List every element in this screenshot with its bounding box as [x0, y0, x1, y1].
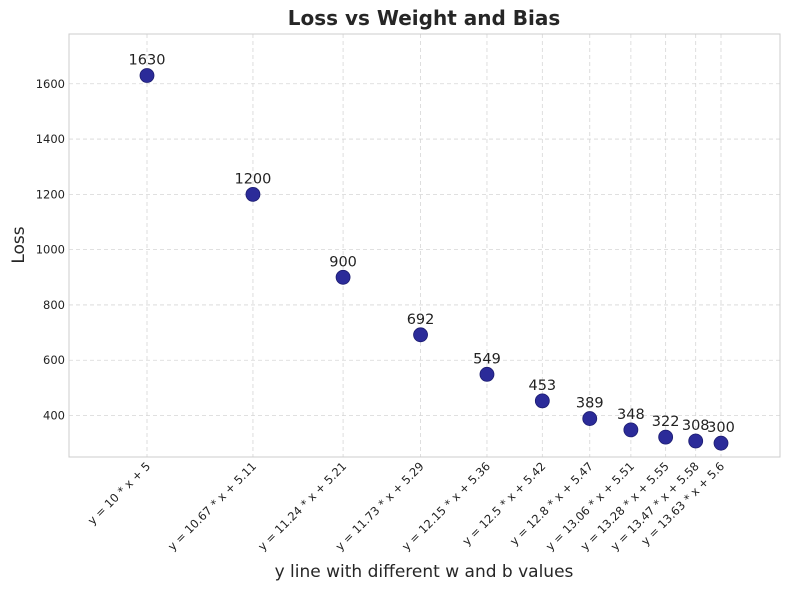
y-axis-ticks: 400 600 800 1000 1200 1400 1600 [36, 77, 65, 423]
data-point [623, 422, 639, 438]
data-label: 1630 [129, 52, 166, 68]
data-point [713, 435, 729, 451]
data-point [534, 393, 550, 409]
data-point [335, 269, 351, 285]
y-tick-label: 600 [43, 353, 65, 367]
data-point [139, 68, 155, 83]
y-tick-label: 800 [43, 298, 65, 312]
x-tick-label: y = 10.67 * x + 5.11 [165, 459, 259, 553]
plot-frame [68, 33, 781, 458]
data-label: 308 [682, 418, 710, 434]
data-label: 300 [707, 420, 735, 436]
x-axis-title: y line with different w and b values [275, 562, 574, 582]
data-point [245, 186, 261, 202]
grid [69, 34, 780, 457]
data-label: 389 [576, 396, 604, 412]
data-label: 900 [329, 254, 357, 270]
y-tick-label: 1200 [36, 187, 65, 201]
data-label: 348 [617, 407, 645, 423]
y-tick-label: 400 [43, 409, 65, 423]
y-tick-label: 1600 [36, 77, 65, 91]
data-point [658, 429, 674, 445]
data-point [479, 366, 495, 382]
data-label: 453 [528, 378, 556, 394]
y-tick-label: 1000 [36, 243, 65, 257]
data-label: 1200 [234, 171, 271, 187]
y-axis-title: Loss [9, 226, 29, 263]
x-tick-label: y = 10 * x + 5 [85, 459, 153, 527]
x-tick-label: y = 11.24 * x + 5.21 [255, 459, 349, 553]
data-point [688, 433, 704, 449]
data-label: 549 [473, 351, 501, 367]
data-point [582, 411, 598, 426]
data-label: 692 [407, 312, 435, 328]
y-tick-label: 1400 [36, 132, 65, 146]
data-label: 322 [652, 414, 680, 430]
data-point [413, 327, 428, 343]
chart-title: Loss vs Weight and Bias [288, 6, 561, 30]
data-points [139, 68, 729, 451]
